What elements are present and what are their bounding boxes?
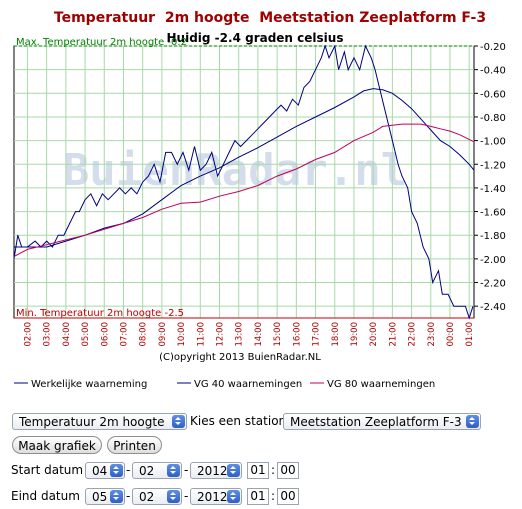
x-tick-label: 07:00 <box>120 322 130 347</box>
x-tick-label: 13:00 <box>235 322 245 347</box>
chevron-down-icon <box>466 415 479 428</box>
x-tick-label: 21:00 <box>388 322 398 347</box>
x-tick-label: 09:00 <box>158 322 168 347</box>
start-day-value: 04 <box>92 464 108 478</box>
x-tick-label: 23:00 <box>427 322 437 347</box>
start-year-value: 2012 <box>197 464 228 478</box>
x-tick-label: 22:00 <box>408 322 418 347</box>
time-separator: : <box>271 463 276 477</box>
plot-area <box>13 45 475 319</box>
min-temperature-label: Min. Temperatuur 2m hoogte -2.5 <box>16 308 184 319</box>
parameter-select-value: Temperatuur 2m hoogte <box>19 415 165 429</box>
date-separator: - <box>126 463 131 477</box>
station-select-value: Meetstation Zeeplatform F-3 <box>290 415 462 429</box>
chevron-down-icon <box>167 490 180 503</box>
start-day-select[interactable]: 04 <box>85 462 125 479</box>
x-tick-label: 05:00 <box>81 322 91 347</box>
y-tick-label: -1.60 <box>480 208 506 219</box>
chevron-down-icon <box>227 464 240 477</box>
station-label: Kies een station: <box>190 414 291 428</box>
date-separator: - <box>184 489 189 503</box>
copyright: (C)opyright 2013 BuienRadar.NL <box>159 352 321 363</box>
y-tick-label: -0.40 <box>480 66 506 77</box>
start-minute-input[interactable]: 00 <box>277 462 299 479</box>
chevron-down-icon <box>110 490 123 503</box>
temperature-chart: Temperatuur 2m hoogte Meetstation Zeepla… <box>13 10 506 390</box>
y-tick-label: -0.60 <box>480 89 506 100</box>
x-tick-label: 00:00 <box>446 322 456 347</box>
legend-label-vg80: VG 80 waarnemingen <box>327 379 435 390</box>
end-minute-input[interactable]: 00 <box>277 488 299 505</box>
chevron-down-icon <box>110 464 123 477</box>
y-tick-label: -0.80 <box>480 113 506 124</box>
series-line-vg40 <box>14 88 475 248</box>
y-tick-label: -2.00 <box>480 255 506 266</box>
make-chart-button[interactable]: Maak grafiek <box>12 436 102 454</box>
end-hour-input[interactable]: 01 <box>247 488 269 505</box>
end-day-select[interactable]: 05 <box>85 488 125 505</box>
y-tick-label: -1.40 <box>480 184 506 195</box>
x-tick-label: 10:00 <box>177 322 187 347</box>
chevron-down-icon <box>172 415 185 428</box>
time-separator: : <box>271 489 276 503</box>
x-tick-label: 04:00 <box>62 322 72 347</box>
legend-label-werkelijke: Werkelijke waarneming <box>31 379 147 390</box>
start-month-select[interactable]: 02 <box>132 462 182 479</box>
end-month-select[interactable]: 02 <box>132 488 182 505</box>
station-select[interactable]: Meetstation Zeeplatform F-3 <box>283 413 481 430</box>
series-line-werkelijke <box>13 44 474 320</box>
max-temperature-label: Max. Temperatuur 2m hoogte -0.2 <box>16 37 187 48</box>
end-day-value: 05 <box>92 490 108 504</box>
legend-label-vg40: VG 40 waarnemingen <box>194 379 302 390</box>
x-tick-label: 02:00 <box>23 322 33 347</box>
date-separator: - <box>184 463 189 477</box>
date-separator: - <box>126 489 131 503</box>
chevron-down-icon <box>227 490 240 503</box>
x-tick-label: 08:00 <box>139 322 149 347</box>
series-line-vg80 <box>13 123 475 257</box>
x-tick-label: 15:00 <box>273 322 283 347</box>
y-tick-label: -0.20 <box>480 42 506 53</box>
x-tick-label: 20:00 <box>369 322 379 347</box>
end-year-select[interactable]: 2012 <box>190 488 242 505</box>
y-tick-label: -1.20 <box>480 160 506 171</box>
chevron-down-icon <box>167 464 180 477</box>
x-tick-label: 14:00 <box>254 322 264 347</box>
start-hour-input[interactable]: 01 <box>247 462 269 479</box>
start-year-select[interactable]: 2012 <box>190 462 242 479</box>
chart-title: Temperatuur 2m hoogte Meetstation Zeepla… <box>54 10 486 26</box>
start-month-value: 02 <box>139 464 155 478</box>
legend: Werkelijke waarneming VG 40 waarnemingen… <box>14 379 435 390</box>
x-tick-label: 03:00 <box>43 322 53 347</box>
start-date-label: Start datum <box>11 463 84 477</box>
x-tick-label: 16:00 <box>292 322 302 347</box>
parameter-select[interactable]: Temperatuur 2m hoogte <box>12 413 187 430</box>
x-tick-label: 12:00 <box>216 322 226 347</box>
x-tick-label: 01:00 <box>465 322 475 347</box>
y-tick-label: -2.40 <box>480 302 506 313</box>
end-month-value: 02 <box>139 490 155 504</box>
end-year-value: 2012 <box>197 490 228 504</box>
end-date-label: Eind datum <box>11 489 80 503</box>
y-tick-label: -1.00 <box>480 137 506 148</box>
print-button[interactable]: Printen <box>107 436 162 454</box>
y-tick-label: -1.80 <box>480 231 506 242</box>
x-tick-label: 19:00 <box>350 322 360 347</box>
current-temperature: Huidig -2.4 graden celsius <box>167 31 344 45</box>
x-tick-label: 06:00 <box>100 322 110 347</box>
x-tick-label: 18:00 <box>331 322 341 347</box>
x-tick-label: 11:00 <box>196 322 206 347</box>
x-tick-label: 17:00 <box>312 322 322 347</box>
y-tick-label: -2.20 <box>480 279 506 290</box>
